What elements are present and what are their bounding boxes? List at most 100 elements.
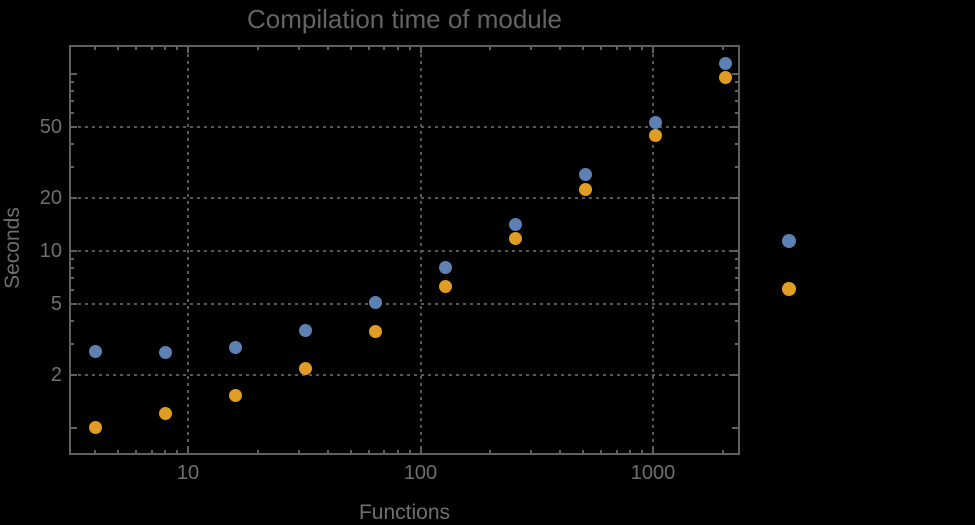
y-tick	[71, 143, 74, 146]
y-tick-label: 50	[39, 116, 62, 139]
y-tick	[732, 73, 738, 75]
data-point-series-blue	[228, 341, 242, 355]
y-tick	[71, 73, 77, 75]
x-tick	[652, 47, 654, 53]
x-tick	[326, 47, 329, 50]
chart-title: Compilation time of module	[246, 4, 563, 34]
x-tick	[326, 450, 329, 453]
x-tick	[559, 47, 562, 50]
x-tick	[419, 47, 422, 53]
data-point-series-orange	[718, 71, 732, 85]
data-point-series-blue	[368, 296, 382, 310]
data-point-series-blue	[508, 217, 522, 231]
y-tick	[71, 250, 77, 252]
x-axis-label: Functions	[358, 501, 451, 524]
data-point-series-orange	[228, 388, 242, 402]
y-tick	[71, 112, 74, 115]
y-tick	[71, 427, 77, 429]
x-tick	[297, 450, 300, 453]
data-point-series-orange	[298, 361, 312, 375]
data-point-series-orange	[578, 182, 592, 196]
gridline-y-10	[71, 250, 738, 252]
data-point-series-orange	[438, 280, 452, 294]
x-tick	[615, 450, 618, 453]
x-tick	[721, 450, 724, 453]
x-tick	[150, 450, 153, 453]
y-tick	[71, 90, 74, 93]
data-point-series-orange	[158, 407, 172, 421]
x-tick	[530, 47, 533, 50]
y-tick	[71, 100, 74, 103]
y-tick	[71, 277, 74, 280]
x-tick	[396, 47, 399, 50]
data-point-series-blue	[648, 115, 662, 129]
x-tick	[383, 450, 386, 453]
data-point-series-blue	[158, 346, 172, 359]
x-tick	[176, 450, 179, 453]
x-tick	[641, 47, 644, 50]
y-tick	[732, 196, 738, 199]
x-tick	[600, 47, 603, 50]
data-point-series-orange	[508, 232, 522, 246]
x-tick	[408, 450, 411, 453]
y-tick	[732, 373, 738, 376]
y-tick	[735, 90, 738, 93]
x-tick	[256, 450, 259, 453]
data-point-series-blue	[438, 260, 452, 274]
x-tick	[641, 450, 644, 453]
x-tick	[187, 47, 189, 53]
plot-frame	[69, 45, 740, 455]
gridline-y-2	[71, 373, 738, 376]
x-tick	[135, 450, 138, 453]
x-tick	[349, 450, 352, 453]
y-tick	[735, 112, 738, 115]
x-tick	[117, 47, 119, 50]
x-tick-label: 10	[176, 462, 200, 484]
x-tick	[396, 450, 399, 453]
data-point-series-blue	[578, 168, 592, 182]
y-tick	[71, 165, 74, 168]
x-tick	[187, 447, 189, 453]
y-tick	[735, 258, 738, 261]
y-tick	[71, 303, 77, 306]
x-tick	[164, 450, 167, 453]
y-tick	[735, 100, 738, 103]
x-tick	[530, 450, 533, 453]
y-tick	[735, 143, 738, 146]
legend-marker-orange	[782, 282, 796, 296]
legend-marker-blue	[782, 234, 796, 248]
x-tick	[176, 47, 179, 50]
y-tick	[735, 277, 738, 280]
data-point-series-orange	[648, 128, 662, 142]
x-tick	[408, 47, 411, 50]
data-point-series-blue	[718, 57, 732, 71]
gridline-y-5	[71, 303, 738, 306]
x-tick	[489, 450, 492, 453]
x-tick	[349, 47, 352, 50]
x-tick	[164, 47, 167, 50]
x-tick-label: 1000	[630, 462, 676, 484]
y-tick	[735, 267, 738, 270]
data-point-series-blue	[298, 324, 312, 338]
x-tick	[615, 47, 618, 50]
y-tick	[732, 303, 738, 306]
x-tick	[629, 47, 632, 50]
y-tick	[732, 250, 738, 252]
x-tick	[117, 450, 119, 453]
y-tick	[71, 126, 77, 129]
y-tick-label: 10	[39, 240, 62, 262]
y-tick	[735, 342, 738, 345]
y-tick	[71, 258, 74, 261]
x-tick	[721, 47, 724, 50]
x-tick	[419, 447, 422, 453]
y-tick-label: 20	[39, 186, 62, 209]
y-tick	[732, 427, 738, 429]
x-tick	[256, 47, 259, 50]
x-tick	[489, 47, 492, 50]
x-tick	[559, 450, 562, 453]
x-tick	[600, 450, 603, 453]
x-tick-label: 100	[403, 462, 438, 484]
y-tick	[71, 196, 77, 199]
gridline-y-50	[71, 126, 738, 129]
y-tick	[735, 289, 738, 292]
